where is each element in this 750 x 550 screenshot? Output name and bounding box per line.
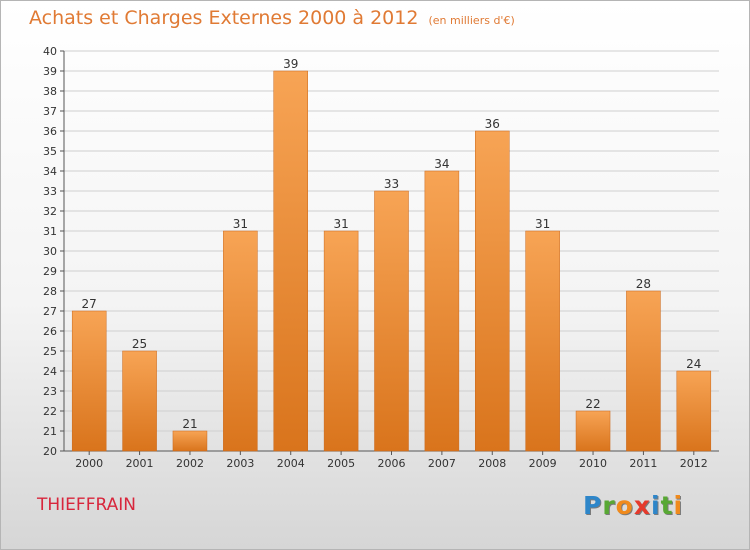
y-tick-label: 39	[43, 65, 57, 78]
bar-value-label: 22	[585, 397, 600, 411]
y-tick-label: 25	[43, 345, 57, 358]
x-tick-label: 2001	[126, 457, 154, 470]
y-tick-label: 27	[43, 305, 57, 318]
logo-letter: i	[673, 491, 684, 520]
x-tick-label: 2011	[629, 457, 657, 470]
logo-letter: x	[633, 491, 651, 520]
bar	[475, 130, 510, 452]
y-tick-label: 37	[43, 105, 57, 118]
bar	[223, 230, 258, 452]
x-tick-label: 2008	[478, 457, 506, 470]
bar-value-label: 36	[485, 117, 500, 131]
bars	[71, 70, 712, 452]
logo-letter: t	[660, 491, 674, 520]
y-tick-label: 26	[43, 325, 57, 338]
y-tick-label: 29	[43, 265, 57, 278]
x-tick-label: 2004	[277, 457, 305, 470]
bar	[676, 370, 712, 452]
y-tick-label: 20	[43, 445, 57, 458]
y-tick-label: 23	[43, 385, 57, 398]
bar-value-label: 31	[333, 217, 348, 231]
chart-title: Achats et Charges Externes 2000 à 2012 (e…	[29, 7, 515, 29]
bar-value-label: 33	[384, 177, 399, 191]
axes: 20 21 22 23 24 25 26 27 28 29 30 31 32 33 34 35 36 37 38 39…	[43, 45, 719, 470]
bar-value-label: 31	[535, 217, 550, 231]
bar-value-label: 21	[182, 417, 197, 431]
bar-value-label: 34	[434, 157, 449, 171]
bar-value-label: 39	[283, 57, 298, 71]
y-tick-label: 28	[43, 285, 57, 298]
logo-letter: o	[615, 491, 634, 520]
x-tick-label: 2006	[378, 457, 406, 470]
bar-value-label: 24	[686, 357, 701, 371]
y-tick-label: 33	[43, 185, 57, 198]
bar	[424, 170, 460, 452]
bar	[323, 230, 359, 452]
proxiti-logo[interactable]: Proxiti	[583, 491, 683, 520]
y-tick-label: 36	[43, 125, 57, 138]
x-tick-label: 2005	[327, 457, 355, 470]
logo-letter: r	[602, 491, 616, 520]
logo-letter: P	[583, 491, 603, 520]
x-tick-label: 2000	[75, 457, 103, 470]
x-tick-label: 2002	[176, 457, 204, 470]
bar	[525, 230, 560, 452]
y-tick-label: 22	[43, 405, 57, 418]
x-tick-label: 2012	[680, 457, 708, 470]
x-tick-label: 2003	[226, 457, 254, 470]
logo-letter: i	[651, 491, 661, 520]
x-tick-label: 2007	[428, 457, 456, 470]
bar	[626, 290, 661, 452]
bar-value-label: 27	[82, 297, 97, 311]
y-tick-label: 35	[43, 145, 57, 158]
chart-unit: (en milliers d'€)	[428, 14, 515, 27]
data-labels: 27 25 21 31 39 31 33 34 36 31 22 28 24	[82, 57, 702, 431]
y-tick-label: 32	[43, 205, 57, 218]
chart-title-text: Achats et Charges Externes 2000 à 2012	[29, 7, 419, 29]
y-tick-label: 30	[43, 245, 57, 258]
bar	[273, 70, 308, 452]
bar-value-label: 25	[132, 337, 147, 351]
y-tick-label: 24	[43, 365, 57, 378]
bar	[122, 350, 157, 452]
bar	[172, 430, 208, 452]
y-tick-label: 21	[43, 425, 57, 438]
bar	[374, 190, 409, 452]
bar	[71, 310, 107, 452]
bar-value-label: 31	[233, 217, 248, 231]
commune-name: THIEFFRAIN	[37, 495, 136, 515]
x-tick-label: 2009	[529, 457, 557, 470]
y-tick-label: 34	[43, 165, 57, 178]
x-tick-label: 2010	[579, 457, 607, 470]
y-tick-label: 40	[43, 45, 57, 58]
y-tick-label: 31	[43, 225, 57, 238]
y-tick-label: 38	[43, 85, 57, 98]
bar-value-label: 28	[636, 277, 651, 291]
bar	[575, 410, 611, 452]
